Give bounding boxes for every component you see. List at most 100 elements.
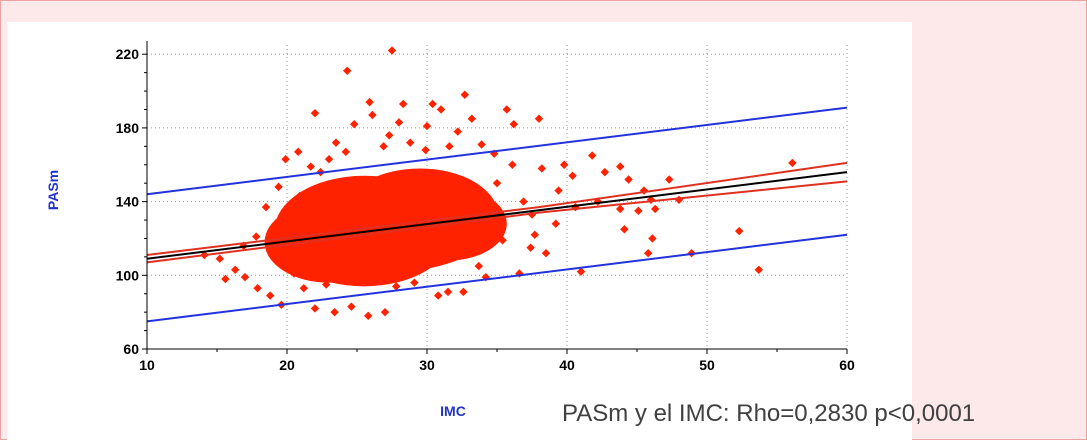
axes: 60 100 140 180 220 10 20 30 40 50 60 [116,41,855,373]
data-point [651,204,660,214]
data-point [422,121,432,131]
data-point [600,167,609,177]
data-point [788,158,797,168]
x-axis-title: IMC [440,403,466,419]
data-point [252,232,261,241]
data-point [421,145,430,155]
data-point [392,282,401,291]
data-point [460,90,469,99]
data-point [754,265,763,274]
data-point [295,191,304,201]
data-point [231,265,240,274]
data-point [467,114,476,123]
data-point [399,99,408,109]
data-point [215,254,224,263]
data-point [571,202,580,212]
y-tick-label: 60 [123,341,139,357]
x-tick-label: 40 [559,357,575,373]
data-point [665,175,674,184]
y-axis-title: PASm [45,170,61,210]
data-point [560,160,569,169]
data-point [508,160,517,169]
data-point [498,236,507,245]
data-point [526,243,535,252]
fit-lines [146,106,848,323]
data-point [593,197,602,206]
data-point [267,228,276,238]
data-point [365,97,374,107]
data-point [624,175,633,184]
data-point [537,164,546,173]
data-point [530,230,539,239]
data-point [406,138,415,147]
data-point [347,302,356,311]
data-point [368,110,377,120]
data-point [616,162,625,171]
y-tick-label: 100 [116,267,140,283]
data-point [240,272,250,282]
data-point [289,269,299,278]
x-tick-label: 50 [699,357,715,373]
data-points [200,46,797,321]
data-point [266,291,275,300]
correlation-caption: PASm y el IMC: Rho=0,2830 p<0,0001 [562,400,976,427]
data-point [554,186,563,195]
data-point [474,261,483,271]
data-point [568,171,577,181]
data-point [281,155,290,164]
grid [147,45,848,349]
data-point [428,99,437,109]
data-point [261,202,271,212]
data-point [331,138,341,147]
y-tick-label: 180 [116,120,140,136]
data-point [322,280,331,289]
confidence-band-upper [146,161,848,257]
data-point [639,186,649,195]
data-point [620,225,629,234]
data-point [616,204,625,214]
data-point [410,278,419,287]
y-tick-label: 140 [116,194,140,210]
data-point [343,66,352,75]
data-point [373,272,383,282]
data-point [648,234,657,243]
data-point [306,162,315,171]
data-point [350,120,359,129]
data-point [364,311,373,321]
prediction-band-lower [146,233,848,323]
data-point [551,219,560,228]
data-point [436,105,446,114]
data-point [253,284,262,293]
data-point [379,142,388,151]
data-point [459,287,468,297]
data-point [477,140,486,149]
data-point [221,274,230,284]
data-point [385,131,394,140]
data-point [735,226,744,236]
data-point [644,248,653,258]
point-cloud-ellipse [264,201,394,283]
x-tick-label: 10 [139,357,155,373]
data-point [534,114,544,123]
prediction-band-upper [146,106,848,196]
data-point [502,105,511,114]
data-point [509,120,518,129]
data-point [453,127,462,136]
data-point [674,195,684,204]
x-tick-label: 60 [839,357,855,373]
data-point [387,46,397,55]
data-point [519,197,528,206]
data-point [310,108,320,118]
data-point [634,206,643,216]
x-tick-label: 30 [419,357,435,373]
data-point [434,291,443,300]
data-point [380,307,390,317]
data-point [324,155,334,164]
data-point [394,118,404,127]
data-point [588,151,597,160]
data-point [576,267,586,276]
point-cloud [264,168,507,287]
data-point [294,147,303,157]
data-point [443,287,453,297]
